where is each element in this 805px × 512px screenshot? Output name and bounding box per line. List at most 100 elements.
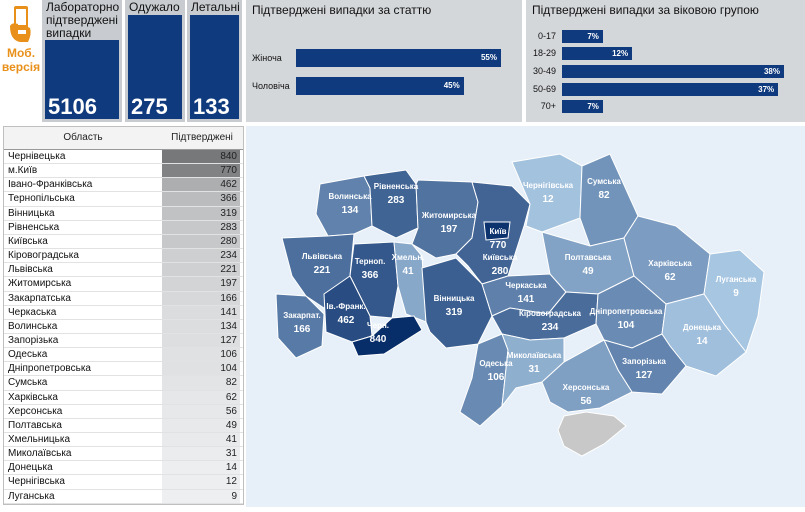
row-divider — [4, 233, 243, 235]
table-row[interactable]: Закарпатська 166 — [4, 291, 243, 306]
row-divider — [4, 262, 243, 264]
table-row[interactable]: Херсонська 56 — [4, 404, 243, 419]
table-row[interactable]: Полтавська 49 — [4, 418, 243, 434]
region-value-label: 234 — [542, 322, 559, 333]
region-value: 104 — [162, 362, 240, 377]
age-row[interactable]: 30-49 38% — [526, 65, 805, 78]
age-value: 7% — [587, 102, 599, 111]
region-label: Запорізька — [622, 357, 666, 366]
ukraine-map[interactable]: Волинська 134 Рівненська 283 Житомирська 197 К… — [246, 126, 805, 507]
age-row[interactable]: 0-17 7% — [526, 30, 805, 43]
region-label: Ів.-Франк. — [326, 302, 365, 311]
region-name: Миколаївська — [8, 448, 72, 460]
gender-row[interactable]: Чоловіча 45% — [246, 77, 522, 95]
region-value-label: 319 — [446, 307, 463, 318]
region-value: 770 — [162, 164, 240, 179]
table-row[interactable]: Чернігівська 12 — [4, 475, 243, 490]
gender-row[interactable]: Жіноча 55% — [246, 49, 522, 67]
region-value: 56 — [162, 404, 240, 419]
table-row[interactable]: Тернопільська 366 — [4, 192, 243, 207]
row-divider — [4, 474, 243, 476]
age-bar: 38% — [562, 65, 784, 78]
region-name: Чернігівська — [8, 476, 65, 488]
region-value-label: 62 — [664, 272, 676, 283]
region-value: 840 — [162, 150, 240, 164]
age-label: 70+ — [540, 101, 556, 111]
gender-bar: 55% — [296, 49, 501, 67]
table-row[interactable]: Чернівецька 840 — [4, 150, 243, 165]
table-row[interactable]: Дніпропетровська 104 — [4, 362, 243, 377]
table-row[interactable]: Рівненська 283 — [4, 220, 243, 235]
gender-value: 55% — [480, 53, 497, 62]
table-row[interactable]: Житомирська 197 — [4, 277, 243, 292]
age-row[interactable]: 18-29 12% — [526, 47, 805, 60]
region-label: Рівненська — [374, 182, 419, 191]
region-kherson[interactable] — [541, 339, 633, 413]
table-row[interactable]: м.Київ 770 — [4, 164, 243, 179]
table-row[interactable]: Одеська 106 — [4, 348, 243, 363]
table-row[interactable]: Вінницька 319 — [4, 206, 243, 221]
region-label: Чернігівська — [523, 181, 574, 190]
region-name: Чернівецька — [8, 151, 66, 162]
mobile-label-1: Моб. — [6, 46, 36, 60]
row-divider — [4, 460, 243, 462]
region-name: Тернопільська — [8, 193, 75, 205]
regions-table[interactable]: Область Підтверджені Чернівецька 840 м.Киї… — [3, 126, 244, 505]
table-row[interactable]: Кіровоградська 234 — [4, 249, 243, 264]
region-chernihiv[interactable] — [511, 153, 583, 233]
table-row[interactable]: Волинська 134 — [4, 319, 243, 334]
table-header: Область Підтверджені — [4, 127, 243, 150]
table-row[interactable]: Миколаївська 31 — [4, 447, 243, 462]
region-label: Львівська — [302, 252, 343, 261]
age-row[interactable]: 70+ 7% — [526, 100, 805, 113]
table-row[interactable]: Львівська 221 — [4, 263, 243, 278]
region-value-label: 56 — [580, 396, 592, 407]
region-name: Херсонська — [8, 405, 63, 417]
region-value: 462 — [162, 178, 240, 193]
row-divider — [4, 332, 243, 334]
region-name: Рівненська — [8, 221, 60, 233]
region-value: 82 — [162, 376, 240, 391]
region-zakarpat[interactable] — [275, 293, 325, 359]
table-row[interactable]: Івано-Франківська 462 — [4, 178, 243, 193]
region-label: Луганська — [716, 275, 757, 284]
mobile-version-link[interactable]: Моб. версія — [0, 0, 42, 122]
region-cherniv[interactable] — [351, 315, 423, 357]
col-region-header[interactable]: Область — [63, 132, 103, 143]
row-divider — [4, 375, 243, 377]
kpi-deaths-card: Летальні 133 — [187, 0, 242, 122]
table-row[interactable]: Черкаська 141 — [4, 305, 243, 320]
region-rivne[interactable] — [363, 169, 419, 239]
table-row[interactable]: Хмельницька 41 — [4, 433, 243, 448]
region-value-label: 221 — [314, 265, 331, 276]
age-value: 7% — [587, 32, 599, 41]
region-label: Одеська — [479, 359, 513, 368]
gender-label: Чоловіча — [252, 81, 290, 91]
row-divider — [4, 191, 243, 193]
row-divider — [4, 361, 243, 363]
region-value: 31 — [162, 447, 240, 462]
region-label: Житомирська — [421, 211, 477, 220]
gender-value: 45% — [443, 81, 460, 90]
row-divider — [4, 318, 243, 320]
region-label: Черн. — [367, 321, 389, 330]
region-name: м.Київ — [8, 165, 38, 177]
table-row[interactable]: Сумська 82 — [4, 376, 243, 391]
region-label: Закарпат. — [283, 311, 321, 320]
region-kyiv[interactable] — [483, 221, 511, 241]
table-row[interactable]: Донецька 14 — [4, 461, 243, 476]
region-value-label: 283 — [388, 195, 405, 206]
region-name: Житомирська — [8, 278, 72, 290]
col-confirmed-header[interactable]: Підтверджені — [171, 132, 233, 143]
region-label: Хмельн. — [392, 253, 425, 262]
table-row[interactable]: Луганська 9 — [4, 489, 243, 504]
row-divider — [4, 290, 243, 292]
row-divider — [4, 177, 243, 179]
crimea-region — [557, 411, 627, 457]
age-row[interactable]: 50-69 37% — [526, 83, 805, 96]
region-name: Полтавська — [8, 419, 62, 431]
table-row[interactable]: Київська 280 — [4, 234, 243, 250]
region-value-label: 770 — [490, 240, 507, 251]
table-row[interactable]: Харківська 62 — [4, 390, 243, 405]
table-row[interactable]: Запорізька 127 — [4, 333, 243, 349]
